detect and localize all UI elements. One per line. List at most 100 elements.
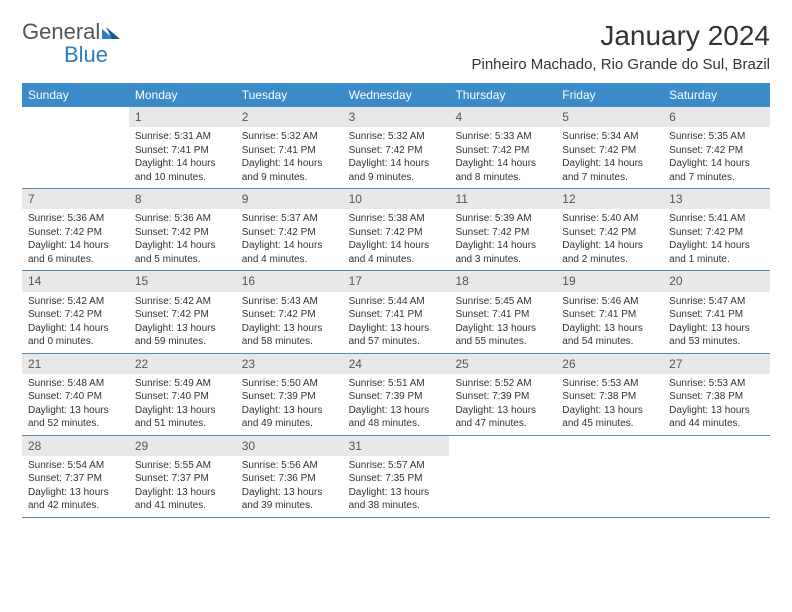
sunset-text: Sunset: 7:42 PM	[669, 144, 764, 158]
day-cell: 8Sunrise: 5:36 AMSunset: 7:42 PMDaylight…	[129, 189, 236, 270]
week-row: 21Sunrise: 5:48 AMSunset: 7:40 PMDayligh…	[22, 354, 770, 436]
day-number: 24	[343, 354, 450, 374]
daylight-text: Daylight: 13 hours and 58 minutes.	[242, 322, 337, 349]
day-cell: 15Sunrise: 5:42 AMSunset: 7:42 PMDayligh…	[129, 271, 236, 352]
daylight-text: Daylight: 14 hours and 1 minute.	[669, 239, 764, 266]
day-cell: 3Sunrise: 5:32 AMSunset: 7:42 PMDaylight…	[343, 107, 450, 188]
day-cell: 21Sunrise: 5:48 AMSunset: 7:40 PMDayligh…	[22, 354, 129, 435]
day-cell: 14Sunrise: 5:42 AMSunset: 7:42 PMDayligh…	[22, 271, 129, 352]
day-cell	[22, 107, 129, 188]
logo: GeneralBlue	[22, 20, 122, 66]
sunrise-text: Sunrise: 5:41 AM	[669, 212, 764, 226]
day-number: 25	[449, 354, 556, 374]
sunrise-text: Sunrise: 5:55 AM	[135, 459, 230, 473]
sunset-text: Sunset: 7:36 PM	[242, 472, 337, 486]
day-cell: 22Sunrise: 5:49 AMSunset: 7:40 PMDayligh…	[129, 354, 236, 435]
sunrise-text: Sunrise: 5:46 AM	[562, 295, 657, 309]
day-cell: 11 Sunrise: 5:39 AMSunset: 7:42 PMDayligh…	[449, 189, 556, 270]
week-row: 28Sunrise: 5:54 AMSunset: 7:37 PMDayligh…	[22, 436, 770, 518]
sunset-text: Sunset: 7:38 PM	[669, 390, 764, 404]
weekday-label: Friday	[556, 83, 663, 107]
day-body: Sunrise: 5:44 AMSunset: 7:41 PMDaylight:…	[343, 292, 450, 353]
day-cell: 29Sunrise: 5:55 AMSunset: 7:37 PMDayligh…	[129, 436, 236, 517]
sunrise-text: Sunrise: 5:53 AM	[669, 377, 764, 391]
day-number: 18	[449, 271, 556, 291]
daylight-text: Daylight: 13 hours and 38 minutes.	[349, 486, 444, 513]
sunrise-text: Sunrise: 5:36 AM	[28, 212, 123, 226]
weekday-label: Tuesday	[236, 83, 343, 107]
week-row: 14Sunrise: 5:42 AMSunset: 7:42 PMDayligh…	[22, 271, 770, 353]
weekday-label: Thursday	[449, 83, 556, 107]
sunset-text: Sunset: 7:39 PM	[455, 390, 550, 404]
day-body: Sunrise: 5:36 AMSunset: 7:42 PMDaylight:…	[129, 209, 236, 270]
weekday-label: Monday	[129, 83, 236, 107]
day-body: Sunrise: 5:50 AMSunset: 7:39 PMDaylight:…	[236, 374, 343, 435]
sunset-text: Sunset: 7:42 PM	[455, 144, 550, 158]
sunset-text: Sunset: 7:41 PM	[135, 144, 230, 158]
sunset-text: Sunset: 7:42 PM	[562, 144, 657, 158]
day-number: 21	[22, 354, 129, 374]
month-title: January 2024	[472, 20, 771, 52]
day-cell: 23Sunrise: 5:50 AMSunset: 7:39 PMDayligh…	[236, 354, 343, 435]
daylight-text: Daylight: 13 hours and 42 minutes.	[28, 486, 123, 513]
day-number: 20	[663, 271, 770, 291]
daylight-text: Daylight: 14 hours and 3 minutes.	[455, 239, 550, 266]
day-cell: 30Sunrise: 5:56 AMSunset: 7:36 PMDayligh…	[236, 436, 343, 517]
sunrise-text: Sunrise: 5:37 AM	[242, 212, 337, 226]
sunrise-text: Sunrise: 5:48 AM	[28, 377, 123, 391]
day-body: Sunrise: 5:36 AMSunset: 7:42 PMDaylight:…	[22, 209, 129, 270]
day-number: 9	[236, 189, 343, 209]
day-cell	[663, 436, 770, 517]
day-cell: 31Sunrise: 5:57 AMSunset: 7:35 PMDayligh…	[343, 436, 450, 517]
daylight-text: Daylight: 13 hours and 44 minutes.	[669, 404, 764, 431]
sunset-text: Sunset: 7:42 PM	[242, 308, 337, 322]
day-body: Sunrise: 5:43 AMSunset: 7:42 PMDaylight:…	[236, 292, 343, 353]
day-cell: 20Sunrise: 5:47 AMSunset: 7:41 PMDayligh…	[663, 271, 770, 352]
daylight-text: Daylight: 13 hours and 52 minutes.	[28, 404, 123, 431]
day-cell: 16Sunrise: 5:43 AMSunset: 7:42 PMDayligh…	[236, 271, 343, 352]
sunrise-text: Sunrise: 5:39 AM	[455, 212, 550, 226]
weeks-container: 1Sunrise: 5:31 AMSunset: 7:41 PMDaylight…	[22, 107, 770, 518]
sunrise-text: Sunrise: 5:45 AM	[455, 295, 550, 309]
daylight-text: Daylight: 14 hours and 7 minutes.	[669, 157, 764, 184]
sunrise-text: Sunrise: 5:52 AM	[455, 377, 550, 391]
sunset-text: Sunset: 7:42 PM	[135, 308, 230, 322]
day-number: 11	[449, 189, 556, 209]
day-cell: 13Sunrise: 5:41 AMSunset: 7:42 PMDayligh…	[663, 189, 770, 270]
sunrise-text: Sunrise: 5:40 AM	[562, 212, 657, 226]
sunset-text: Sunset: 7:41 PM	[669, 308, 764, 322]
day-body: Sunrise: 5:32 AMSunset: 7:42 PMDaylight:…	[343, 127, 450, 188]
day-cell: 24Sunrise: 5:51 AMSunset: 7:39 PMDayligh…	[343, 354, 450, 435]
day-cell	[556, 436, 663, 517]
day-body: Sunrise: 5:48 AMSunset: 7:40 PMDaylight:…	[22, 374, 129, 435]
day-body: Sunrise: 5:53 AMSunset: 7:38 PMDaylight:…	[663, 374, 770, 435]
day-cell: 17Sunrise: 5:44 AMSunset: 7:41 PMDayligh…	[343, 271, 450, 352]
day-number: 23	[236, 354, 343, 374]
day-body: Sunrise: 5:34 AMSunset: 7:42 PMDaylight:…	[556, 127, 663, 188]
sunrise-text: Sunrise: 5:49 AM	[135, 377, 230, 391]
day-number: 28	[22, 436, 129, 456]
daylight-text: Daylight: 14 hours and 7 minutes.	[562, 157, 657, 184]
day-body: Sunrise: 5:32 AMSunset: 7:41 PMDaylight:…	[236, 127, 343, 188]
daylight-text: Daylight: 13 hours and 55 minutes.	[455, 322, 550, 349]
weekday-label: Wednesday	[343, 83, 450, 107]
day-body: Sunrise: 5:53 AMSunset: 7:38 PMDaylight:…	[556, 374, 663, 435]
sunset-text: Sunset: 7:42 PM	[455, 226, 550, 240]
sunset-text: Sunset: 7:42 PM	[349, 226, 444, 240]
day-cell: 10Sunrise: 5:38 AMSunset: 7:42 PMDayligh…	[343, 189, 450, 270]
location: Pinheiro Machado, Rio Grande do Sul, Bra…	[472, 56, 771, 73]
day-number: 15	[129, 271, 236, 291]
day-body: Sunrise: 5:40 AMSunset: 7:42 PMDaylight:…	[556, 209, 663, 270]
sunset-text: Sunset: 7:39 PM	[242, 390, 337, 404]
sunset-text: Sunset: 7:42 PM	[562, 226, 657, 240]
day-body: Sunrise: 5:33 AMSunset: 7:42 PMDaylight:…	[449, 127, 556, 188]
day-number: 8	[129, 189, 236, 209]
day-cell: 18 Sunrise: 5:45 AMSunset: 7:41 PMDayligh…	[449, 271, 556, 352]
sunset-text: Sunset: 7:41 PM	[455, 308, 550, 322]
day-number: 31	[343, 436, 450, 456]
logo-text-1: General	[22, 19, 100, 44]
sunrise-text: Sunrise: 5:38 AM	[349, 212, 444, 226]
day-body: Sunrise: 5:49 AMSunset: 7:40 PMDaylight:…	[129, 374, 236, 435]
day-number: 12	[556, 189, 663, 209]
sunrise-text: Sunrise: 5:57 AM	[349, 459, 444, 473]
